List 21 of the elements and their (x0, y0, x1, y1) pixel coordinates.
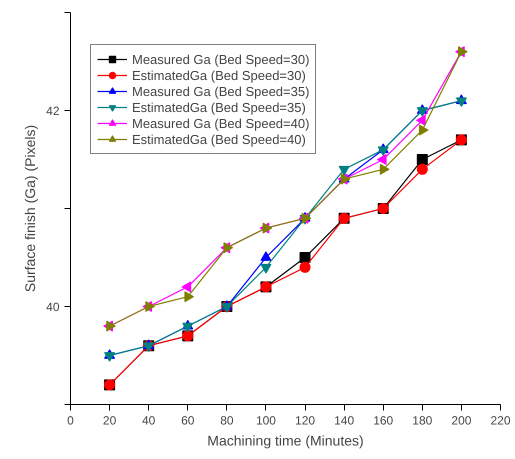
x-tick-label: 20 (102, 414, 117, 428)
x-tick-label: 40 (142, 414, 156, 428)
x-tick-label: 180 (412, 414, 433, 428)
x-tick-label: 200 (451, 414, 472, 428)
x-tick-label: 140 (334, 414, 354, 428)
y-tick-label: 42 (46, 104, 60, 118)
x-tick-label: 0 (67, 414, 74, 428)
legend-label: Measured Ga (Bed Speed=40) (132, 115, 310, 131)
legend-label: EstimatedGa (Bed Speed=35) (132, 99, 306, 115)
legend-label: EstimatedGa (Bed Speed=40) (132, 131, 306, 147)
x-tick-label: 220 (490, 414, 511, 428)
x-tick-label: 120 (295, 414, 316, 428)
x-axis-title: Machining time (Minutes) (207, 432, 364, 448)
x-tick-label: 100 (256, 414, 276, 428)
legend-label: Measured Ga (Bed Speed=30) (132, 51, 310, 67)
legend-label: Measured Ga (Bed Speed=35) (132, 83, 310, 99)
x-tick-label: 160 (373, 414, 394, 428)
x-tick-label: 60 (181, 414, 195, 428)
legend-label: EstimatedGa (Bed Speed=30) (132, 67, 306, 83)
y-axis-title: Surface finish (Ga) (Pixels) (22, 124, 38, 292)
x-tick-label: 80 (220, 414, 234, 428)
